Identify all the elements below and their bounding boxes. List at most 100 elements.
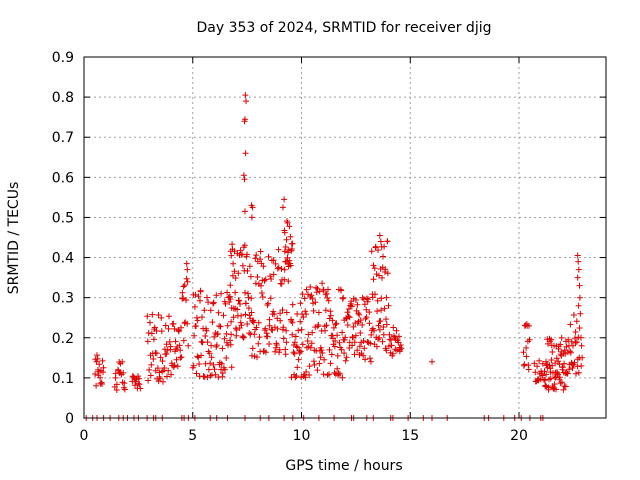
data-point — [398, 345, 405, 352]
data-point — [360, 352, 367, 359]
data-point — [279, 307, 286, 313]
data-point — [311, 361, 318, 368]
data-point — [233, 332, 240, 339]
data-point — [291, 339, 298, 346]
data-point — [367, 355, 373, 362]
data-point — [177, 347, 184, 354]
data-point — [297, 300, 304, 307]
data-point — [573, 339, 580, 345]
data-point — [287, 233, 294, 240]
data-point — [228, 364, 235, 371]
data-point — [227, 282, 234, 289]
data-point — [193, 323, 199, 329]
data-point — [578, 334, 584, 341]
data-point — [278, 265, 285, 272]
data-point — [547, 375, 554, 382]
data-point — [351, 339, 358, 346]
data-point — [183, 297, 190, 303]
data-point — [376, 334, 383, 341]
data-point — [148, 361, 155, 368]
data-point — [383, 347, 390, 354]
data-point — [165, 325, 172, 332]
data-point — [242, 208, 248, 215]
data-point — [248, 295, 255, 302]
data-point — [248, 309, 255, 316]
data-point — [298, 326, 305, 333]
data-point — [548, 357, 555, 363]
data-point — [368, 248, 375, 255]
data-point — [193, 370, 200, 377]
data-point — [297, 348, 304, 355]
data-point — [155, 312, 162, 318]
data-point — [568, 338, 575, 345]
data-point — [366, 309, 373, 316]
data-point — [343, 354, 350, 361]
data-point — [371, 265, 378, 272]
data-point — [249, 345, 256, 352]
y-tick-label: 0.2 — [52, 331, 74, 347]
data-point — [199, 339, 206, 346]
data-point — [283, 236, 290, 243]
data-point — [345, 313, 352, 320]
data-point — [299, 291, 306, 298]
data-point — [241, 242, 248, 249]
data-point — [312, 299, 319, 306]
data-point — [294, 344, 301, 351]
data-point — [183, 260, 190, 267]
data-point — [306, 372, 313, 378]
data-point — [241, 118, 248, 125]
data-point — [198, 352, 205, 359]
data-point — [281, 276, 288, 283]
data-point — [334, 332, 341, 339]
data-point — [303, 368, 310, 375]
data-point — [238, 322, 245, 329]
data-point — [332, 338, 339, 344]
data-point — [555, 358, 562, 365]
data-point — [352, 332, 359, 339]
data-point — [319, 280, 326, 287]
data-point — [121, 386, 128, 393]
data-point — [254, 274, 261, 280]
data-point — [191, 332, 198, 339]
data-point — [314, 323, 321, 330]
data-point — [575, 266, 582, 273]
data-point — [534, 363, 541, 370]
data-point — [253, 324, 260, 331]
data-point — [242, 150, 249, 157]
data-point — [345, 306, 352, 312]
data-point — [228, 331, 235, 338]
data-point — [197, 297, 203, 304]
data-point — [315, 322, 322, 328]
data-point — [526, 336, 533, 343]
data-point — [334, 352, 341, 359]
data-point — [381, 243, 388, 250]
data-point — [314, 367, 321, 374]
data-point — [359, 322, 366, 328]
data-point — [265, 300, 272, 307]
data-point — [154, 365, 161, 372]
data-point — [324, 372, 331, 379]
data-point — [208, 354, 215, 361]
x-tick-label: 0 — [80, 428, 89, 444]
y-axis-label: SRMTID / TECUs — [6, 182, 22, 295]
data-point — [579, 354, 586, 361]
data-point — [153, 327, 160, 334]
data-point — [270, 257, 277, 264]
data-point — [573, 318, 580, 325]
data-point — [228, 318, 235, 325]
data-point — [390, 350, 396, 357]
data-point — [256, 334, 263, 341]
data-point — [162, 322, 169, 329]
data-point — [373, 343, 380, 350]
data-point — [317, 354, 324, 361]
data-point — [338, 287, 345, 294]
data-point — [227, 293, 233, 300]
data-point — [292, 374, 299, 381]
data-point — [312, 324, 319, 331]
data-point — [163, 350, 170, 357]
data-point — [242, 311, 249, 318]
data-point — [384, 238, 391, 245]
data-point — [135, 373, 141, 380]
x-tick-label: 15 — [401, 428, 419, 444]
data-point — [384, 270, 391, 277]
